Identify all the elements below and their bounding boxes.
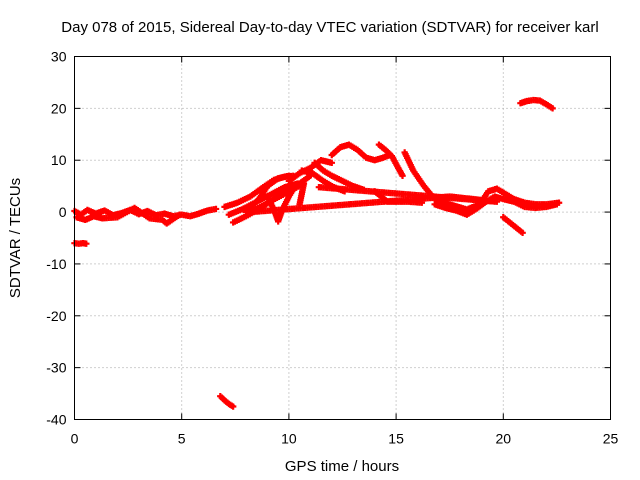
data-point <box>328 159 335 167</box>
axis-ticks <box>74 56 611 420</box>
y-tick-label: 30 <box>51 49 67 65</box>
y-tick-label: -10 <box>46 256 66 272</box>
data-point <box>553 201 561 208</box>
y-axis-label: SDTVAR / TECUs <box>7 178 24 298</box>
x-tick-label: 20 <box>496 431 512 447</box>
x-tick-label: 25 <box>603 431 619 447</box>
data-point <box>212 205 220 213</box>
data-point <box>549 105 556 112</box>
y-tick-label: -40 <box>46 412 66 428</box>
y-tick-label: 20 <box>51 100 67 116</box>
plot-frame <box>74 56 611 420</box>
chart-title: Day 078 of 2015, Sidereal Day-to-day VTE… <box>61 19 598 36</box>
y-tick-label: 0 <box>59 204 67 220</box>
y-tick-label: -30 <box>46 360 66 376</box>
grid <box>74 56 611 420</box>
data-point <box>399 172 406 179</box>
data-point <box>83 240 90 247</box>
data-point <box>315 183 323 191</box>
x-tick-labels: 0 5 10 15 20 25 <box>71 431 619 447</box>
data-point <box>229 403 237 410</box>
x-tick-label: 15 <box>388 431 404 447</box>
x-tick-label: 0 <box>71 431 79 447</box>
y-tick-label: -20 <box>46 308 66 324</box>
data-series <box>71 96 563 410</box>
y-tick-labels: -40 -30 -20 -10 0 10 20 30 <box>46 49 66 428</box>
y-tick-label: 10 <box>51 152 67 168</box>
data-point <box>519 229 526 237</box>
data-point <box>176 211 183 218</box>
x-tick-label: 5 <box>178 431 186 447</box>
x-tick-label: 10 <box>281 431 297 447</box>
x-axis-label: GPS time / hours <box>285 458 399 475</box>
